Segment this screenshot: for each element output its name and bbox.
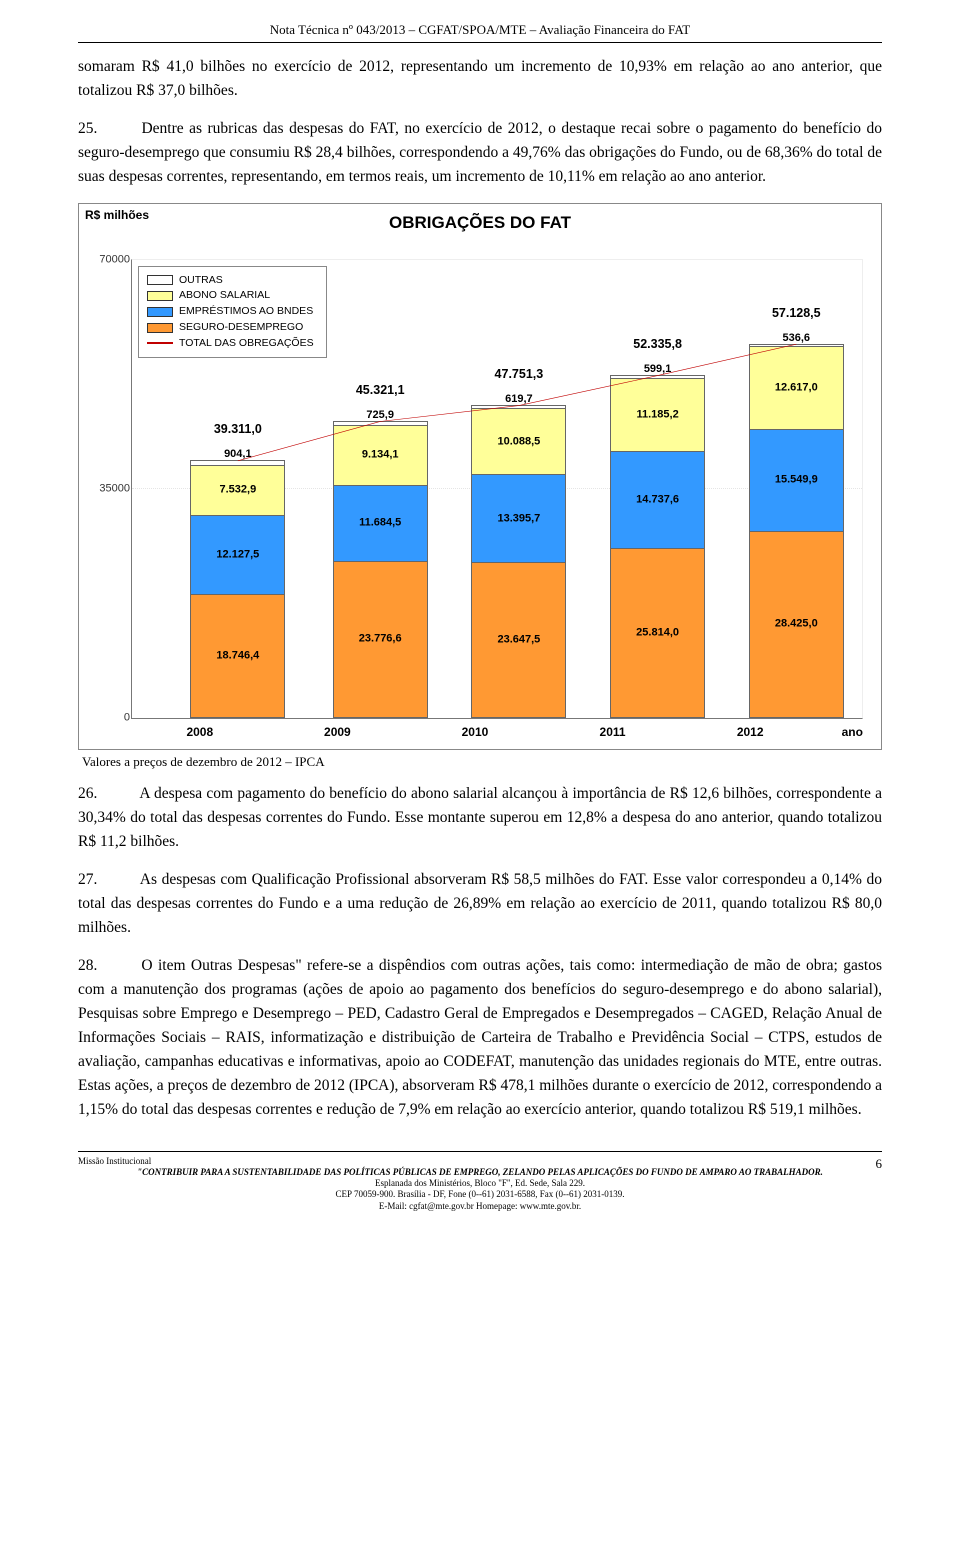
chart-title: OBRIGAÇÕES DO FAT bbox=[83, 210, 877, 236]
chart-x-tick: 2010 bbox=[406, 723, 544, 742]
bar-seg-label: 11.185,2 bbox=[611, 407, 704, 424]
footer-contact: E-Mail: cgfat@mte.gov.br Homepage: www.m… bbox=[78, 1201, 882, 1212]
bar-seg-label: 619,7 bbox=[472, 391, 565, 408]
bar-seg-label: 14.737,6 bbox=[611, 491, 704, 508]
bar-seg-label: 9.134,1 bbox=[334, 447, 427, 464]
bar-seg-label: 536,6 bbox=[750, 330, 843, 347]
para-27-num: 27. bbox=[78, 868, 136, 892]
legend-item-abono: ABONO SALARIAL bbox=[147, 288, 314, 304]
para-26-text: A despesa com pagamento do benefício do … bbox=[78, 785, 882, 850]
bar-seg-label: 23.776,6 bbox=[334, 631, 427, 648]
bar-total-label: 47.751,3 bbox=[471, 365, 566, 384]
bar-2009: 725,9 9.134,1 11.684,5 23.776,6 45.321,1 bbox=[333, 260, 428, 718]
document-header: Nota Técnica nº 043/2013 – CGFAT/SPOA/MT… bbox=[78, 20, 882, 43]
bar-total-label: 52.335,8 bbox=[610, 335, 705, 354]
legend-label: EMPRÉSTIMOS AO BNDES bbox=[179, 304, 313, 320]
bar-total-label: 45.321,1 bbox=[333, 381, 428, 400]
bar-seg-label: 25.814,0 bbox=[611, 624, 704, 641]
chart-x-tick: 2009 bbox=[269, 723, 407, 742]
bar-seg-abono: 10.088,5 bbox=[471, 409, 566, 475]
bar-seg-label: 28.425,0 bbox=[750, 616, 843, 633]
page-number: 6 bbox=[876, 1156, 883, 1172]
chart-plot-area: OUTRASABONO SALARIALEMPRÉSTIMOS AO BNDES… bbox=[131, 259, 863, 719]
bar-seg-label: 18.746,4 bbox=[191, 647, 284, 664]
chart-y-tick: 0 bbox=[90, 709, 130, 726]
legend-label: OUTRAS bbox=[179, 273, 223, 289]
bar-seg-abono: 7.532,9 bbox=[190, 466, 285, 515]
chart-x-tick: 2012 bbox=[681, 723, 819, 742]
bar-seg-label: 13.395,7 bbox=[472, 510, 565, 527]
bar-seg-seguro: 23.647,5 bbox=[471, 563, 566, 718]
legend-swatch bbox=[147, 291, 173, 301]
chart-caption: Valores a preços de dezembro de 2012 – I… bbox=[82, 752, 882, 772]
bar-seg-label: 23.647,5 bbox=[472, 631, 565, 648]
chart-legend: OUTRASABONO SALARIALEMPRÉSTIMOS AO BNDES… bbox=[138, 266, 327, 359]
bar-2011: 599,1 11.185,2 14.737,6 25.814,0 52.335,8 bbox=[610, 260, 705, 718]
para-26-num: 26. bbox=[78, 782, 136, 806]
footer-quote: "CONTRIBUIR PARA A SUSTENTABILIDADE DAS … bbox=[78, 1167, 882, 1178]
bar-seg-abono: 11.185,2 bbox=[610, 379, 705, 452]
legend-item-outras: OUTRAS bbox=[147, 273, 314, 289]
bar-seg-seguro: 25.814,0 bbox=[610, 549, 705, 718]
bar-seg-label: 12.617,0 bbox=[750, 380, 843, 397]
legend-swatch bbox=[147, 275, 173, 285]
para-27-text: As despesas com Qualificação Profissiona… bbox=[78, 871, 882, 936]
para-25: 25. Dentre as rubricas das despesas do F… bbox=[78, 117, 882, 189]
bar-seg-bndes: 13.395,7 bbox=[471, 475, 566, 563]
chart-y-tick: 35000 bbox=[90, 480, 130, 497]
legend-label: ABONO SALARIAL bbox=[179, 288, 270, 304]
bar-seg-bndes: 12.127,5 bbox=[190, 516, 285, 595]
para-25-text: Dentre as rubricas das despesas do FAT, … bbox=[78, 120, 882, 185]
chart-y-unit: R$ milhões bbox=[85, 206, 149, 225]
page-footer: 6 Missão Institucional "CONTRIBUIR PARA … bbox=[78, 1151, 882, 1212]
bar-seg-seguro: 18.746,4 bbox=[190, 595, 285, 718]
chart-x-axis-label: ano bbox=[819, 723, 863, 742]
bar-seg-label: 7.532,9 bbox=[191, 482, 284, 499]
bar-seg-seguro: 23.776,6 bbox=[333, 562, 428, 718]
bar-seg-abono: 12.617,0 bbox=[749, 347, 844, 430]
chart-x-tick: 2011 bbox=[544, 723, 682, 742]
bar-2010: 619,7 10.088,5 13.395,7 23.647,5 47.751,3 bbox=[471, 260, 566, 718]
bar-seg-label: 11.684,5 bbox=[334, 515, 427, 532]
legend-item-bndes: EMPRÉSTIMOS AO BNDES bbox=[147, 304, 314, 320]
obrigacoes-chart: R$ milhões OBRIGAÇÕES DO FAT OUTRASABONO… bbox=[78, 203, 882, 750]
legend-swatch bbox=[147, 323, 173, 333]
bar-seg-label: 904,1 bbox=[191, 446, 284, 463]
bar-seg-label: 15.549,9 bbox=[750, 472, 843, 489]
chart-y-tick: 70000 bbox=[90, 251, 130, 268]
para-28-num: 28. bbox=[78, 954, 136, 978]
bar-seg-bndes: 14.737,6 bbox=[610, 452, 705, 548]
legend-swatch bbox=[147, 342, 173, 344]
para-26: 26. A despesa com pagamento do benefício… bbox=[78, 782, 882, 854]
chart-x-tick: 2008 bbox=[131, 723, 269, 742]
para-28-text: O item Outras Despesas" refere-se a disp… bbox=[78, 957, 882, 1118]
chart-x-axis: 20082009201020112012ano bbox=[131, 723, 863, 742]
bar-total-label: 39.311,0 bbox=[190, 420, 285, 439]
bar-seg-label: 12.127,5 bbox=[191, 546, 284, 563]
bar-seg-seguro: 28.425,0 bbox=[749, 532, 844, 718]
bar-2012: 536,6 12.617,0 15.549,9 28.425,0 57.128,5 bbox=[749, 260, 844, 718]
footer-address: Esplanada dos Ministérios, Bloco "F", Ed… bbox=[78, 1178, 882, 1189]
bar-total-label: 57.128,5 bbox=[749, 304, 844, 323]
bar-seg-label: 10.088,5 bbox=[472, 433, 565, 450]
bar-seg-bndes: 11.684,5 bbox=[333, 486, 428, 562]
para-28: 28. O item Outras Despesas" refere-se a … bbox=[78, 954, 882, 1122]
bar-seg-label: 725,9 bbox=[334, 407, 427, 424]
para-intro: somaram R$ 41,0 bilhões no exercício de … bbox=[78, 55, 882, 103]
bar-seg-abono: 9.134,1 bbox=[333, 426, 428, 486]
para-25-num: 25. bbox=[78, 117, 136, 141]
legend-item-seguro: SEGURO-DESEMPREGO bbox=[147, 320, 314, 336]
bar-seg-label: 599,1 bbox=[611, 361, 704, 378]
legend-swatch bbox=[147, 307, 173, 317]
footer-missao: Missão Institucional bbox=[78, 1156, 882, 1167]
legend-label: SEGURO-DESEMPREGO bbox=[179, 320, 303, 336]
bar-seg-bndes: 15.549,9 bbox=[749, 430, 844, 532]
footer-phone: CEP 70059-900. Brasília - DF, Fone (0--6… bbox=[78, 1189, 882, 1200]
legend-label: TOTAL DAS OBREGAÇÕES bbox=[179, 336, 314, 352]
legend-item-total: TOTAL DAS OBREGAÇÕES bbox=[147, 336, 314, 352]
para-27: 27. As despesas com Qualificação Profiss… bbox=[78, 868, 882, 940]
